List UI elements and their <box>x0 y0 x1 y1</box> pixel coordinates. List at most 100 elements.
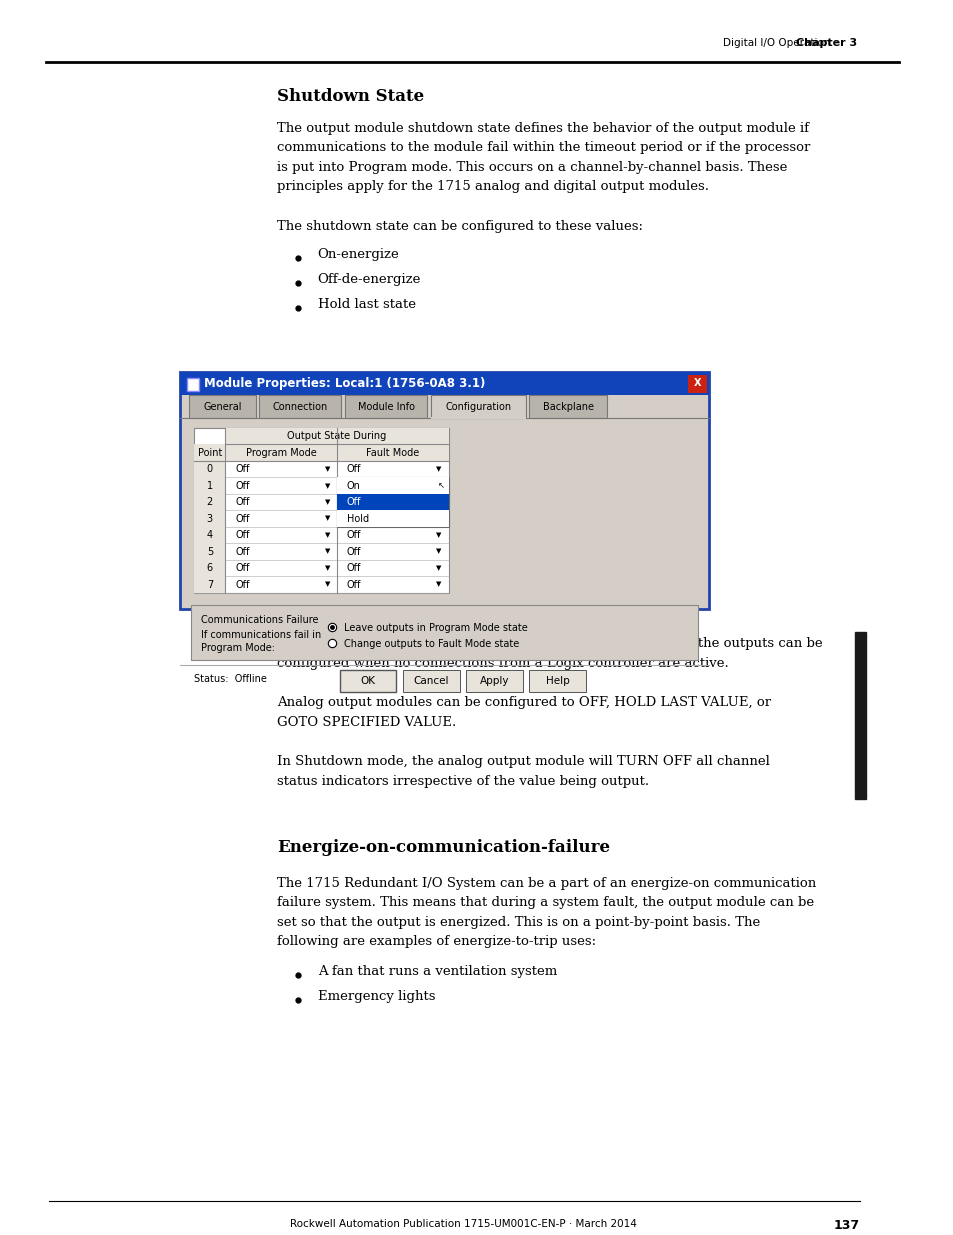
Bar <box>194 445 448 461</box>
Bar <box>431 395 525 417</box>
Text: Backplane: Backplane <box>542 401 593 411</box>
Text: OK: OK <box>360 676 375 685</box>
Text: Module Properties: Local:1 (1756-0A8 3.1): Module Properties: Local:1 (1756-0A8 3.1… <box>204 377 485 390</box>
Text: 3: 3 <box>207 514 213 524</box>
Text: is put into Program mode. This occurs on a channel-by-channel basis. These: is put into Program mode. This occurs on… <box>276 161 786 174</box>
Text: Status:  Offline: Status: Offline <box>194 674 267 684</box>
Bar <box>336 494 448 510</box>
Bar <box>529 395 606 417</box>
Bar <box>194 478 225 494</box>
Bar <box>190 395 255 417</box>
Bar <box>854 632 864 799</box>
Text: 0: 0 <box>207 464 213 474</box>
Text: 5: 5 <box>207 547 213 557</box>
Bar <box>194 494 225 510</box>
Text: Configuration: Configuration <box>445 401 511 411</box>
Text: X: X <box>693 378 700 388</box>
Text: 137: 137 <box>833 1219 859 1231</box>
Bar <box>179 372 708 395</box>
Text: ▼: ▼ <box>436 532 441 538</box>
Text: Module Info: Module Info <box>357 401 415 411</box>
Text: Off: Off <box>347 547 361 557</box>
Bar <box>187 378 199 391</box>
Text: Help: Help <box>545 676 569 685</box>
Bar <box>687 374 706 393</box>
Bar <box>529 669 585 692</box>
Text: configured when no connections from a Logix controller are active.: configured when no connections from a Lo… <box>276 657 728 669</box>
Text: On: On <box>347 480 360 490</box>
Text: The shutdown state can be configured to these values:: The shutdown state can be configured to … <box>276 220 642 232</box>
Text: ▼: ▼ <box>436 566 441 571</box>
Bar <box>194 577 225 593</box>
Text: Off-de-energize: Off-de-energize <box>317 273 420 285</box>
Text: Hold: Hold <box>347 514 369 524</box>
Text: ▼: ▼ <box>436 548 441 555</box>
Text: ▼: ▼ <box>324 483 330 489</box>
Text: On-energize: On-energize <box>317 248 399 261</box>
Text: ▼: ▼ <box>324 566 330 571</box>
Text: GOTO SPECIFIED VALUE.: GOTO SPECIFIED VALUE. <box>276 715 456 729</box>
Text: Off: Off <box>347 579 361 589</box>
Text: Apply: Apply <box>479 676 509 685</box>
Text: Fault Mode: Fault Mode <box>366 448 419 458</box>
Text: 4: 4 <box>207 530 213 540</box>
Text: If communications fail in: If communications fail in <box>201 630 321 640</box>
Bar <box>339 669 396 692</box>
Text: In Shutdown mode, the analog output module will TURN OFF all channel: In Shutdown mode, the analog output modu… <box>276 755 769 768</box>
Text: following are examples of energize-to-trip uses:: following are examples of energize-to-tr… <box>276 935 596 948</box>
Text: General: General <box>203 401 241 411</box>
Text: ▼: ▼ <box>436 582 441 588</box>
Bar <box>194 510 225 527</box>
Text: ▼: ▼ <box>324 548 330 555</box>
Text: Cancel: Cancel <box>414 676 449 685</box>
Text: Hold last state: Hold last state <box>317 298 416 311</box>
Text: Off: Off <box>347 464 361 474</box>
Text: ↖: ↖ <box>437 482 444 490</box>
Text: Communications Failure: Communications Failure <box>201 615 318 625</box>
Text: During normal operation with an adapter present, the state of the outputs can be: During normal operation with an adapter … <box>276 637 821 651</box>
Bar <box>345 395 427 417</box>
Text: 2: 2 <box>207 498 213 508</box>
Bar <box>258 395 341 417</box>
Bar <box>192 605 697 659</box>
Text: status indicators irrespective of the value being output.: status indicators irrespective of the va… <box>276 774 648 788</box>
Text: The output module shutdown state defines the behavior of the output module if: The output module shutdown state defines… <box>276 122 808 135</box>
Bar <box>194 429 448 593</box>
Text: Off: Off <box>234 579 250 589</box>
Bar <box>194 527 225 543</box>
Text: ▼: ▼ <box>324 466 330 472</box>
Text: Energize-on-communication-failure: Energize-on-communication-failure <box>276 839 609 856</box>
Text: The 1715 Redundant I/O System can be a part of an energize-on communication: The 1715 Redundant I/O System can be a p… <box>276 877 815 890</box>
Text: ▼: ▼ <box>324 582 330 588</box>
Text: Leave outputs in Program Mode state: Leave outputs in Program Mode state <box>344 622 527 632</box>
Text: 7: 7 <box>207 579 213 589</box>
Text: Off: Off <box>234 530 250 540</box>
Text: set so that the output is energized. This is on a point-by-point basis. The: set so that the output is energized. Thi… <box>276 916 760 929</box>
Text: ▼: ▼ <box>324 499 330 505</box>
Text: Digital I/O Operation: Digital I/O Operation <box>722 38 830 48</box>
Bar <box>194 559 225 577</box>
Bar <box>336 478 448 527</box>
Text: ▼: ▼ <box>436 466 441 472</box>
Text: Rockwell Automation Publication 1715-UM001C-EN-P · March 2014: Rockwell Automation Publication 1715-UM0… <box>290 1219 637 1229</box>
Text: Off: Off <box>347 498 361 508</box>
Bar <box>336 510 448 527</box>
Text: Shutdown State: Shutdown State <box>276 88 423 105</box>
Bar <box>179 372 708 609</box>
Text: Point: Point <box>197 448 222 458</box>
Text: ▼: ▼ <box>324 532 330 538</box>
Text: Off: Off <box>234 547 250 557</box>
Text: failure system. This means that during a system fault, the output module can be: failure system. This means that during a… <box>276 897 813 909</box>
Text: Connection: Connection <box>273 401 328 411</box>
Bar <box>336 478 448 494</box>
Text: 6: 6 <box>207 563 213 573</box>
Text: ▼: ▼ <box>324 516 330 521</box>
Text: Off: Off <box>234 480 250 490</box>
Text: Output State During: Output State During <box>287 431 386 441</box>
Text: Emergency lights: Emergency lights <box>317 989 435 1003</box>
Text: A fan that runs a ventilation system: A fan that runs a ventilation system <box>317 965 557 978</box>
Text: Program Mode: Program Mode <box>246 448 316 458</box>
Text: Off: Off <box>234 514 250 524</box>
Text: Off: Off <box>347 530 361 540</box>
Bar <box>194 461 225 478</box>
